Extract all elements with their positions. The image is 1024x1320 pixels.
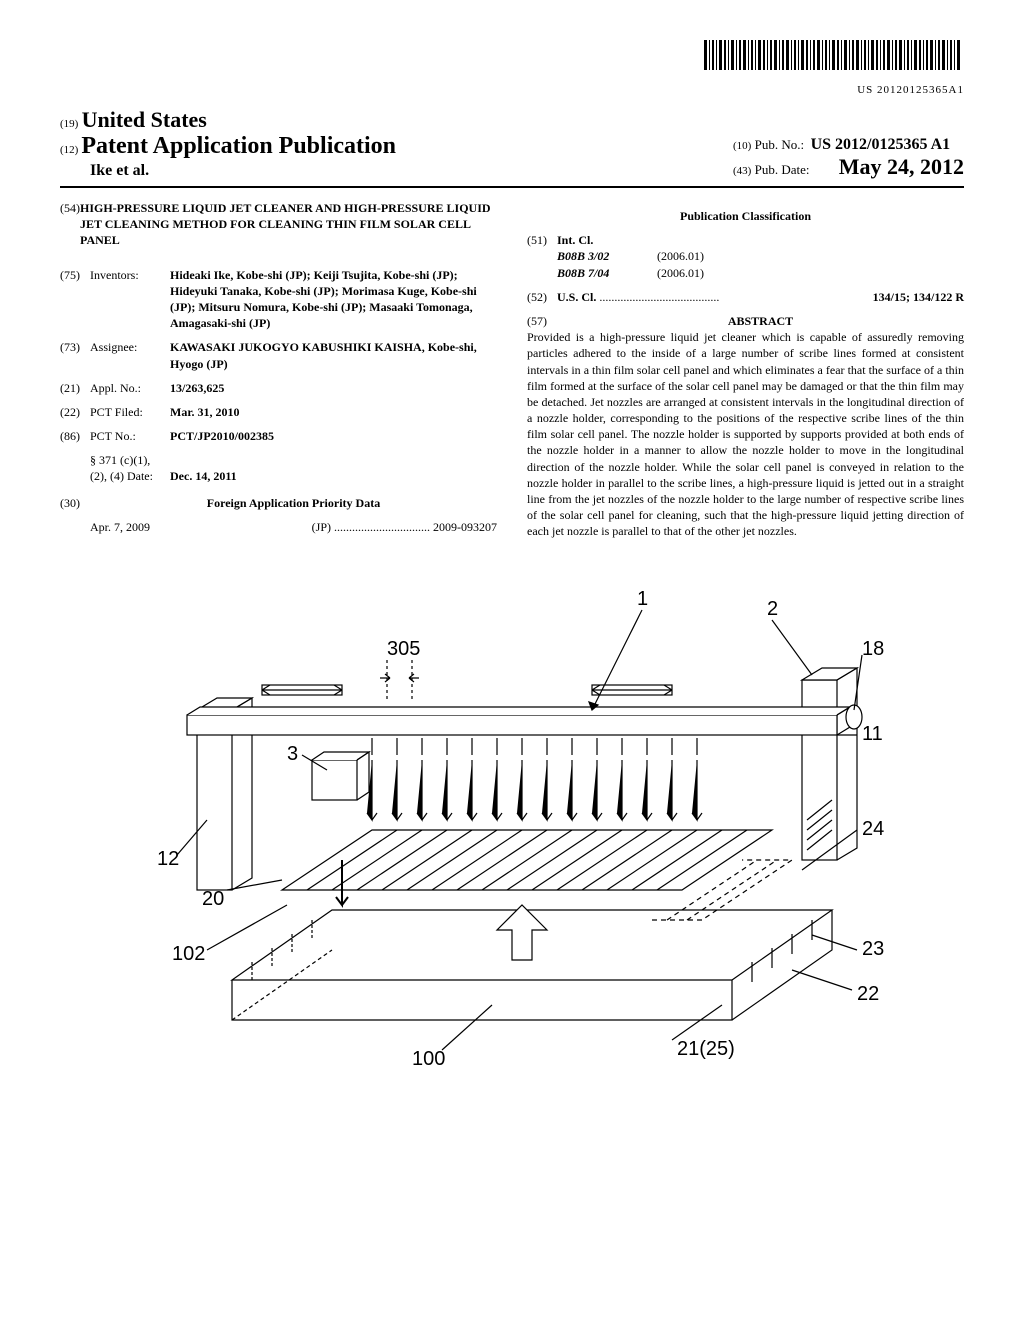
pct-filed-label: PCT Filed:: [90, 404, 170, 420]
dim-305: [380, 660, 419, 700]
appl-no-text: 13/263,625: [170, 380, 497, 396]
s371-block: § 371 (c)(1), (2), (4) Date: Dec. 14, 20…: [90, 452, 497, 484]
barcode-region: US 20120125365A1: [60, 40, 964, 97]
assignee-label: Assignee:: [90, 339, 170, 371]
country: United States: [82, 107, 207, 132]
priority-heading: Foreign Application Priority Data: [90, 495, 497, 511]
pct-no-text: PCT/JP2010/002385: [170, 428, 497, 444]
header-authors: Ike et al.: [90, 162, 396, 180]
assignee-field: (73) Assignee: KAWASAKI JUKOGYO KABUSHIK…: [60, 339, 497, 371]
inventors-label: Inventors:: [90, 267, 170, 332]
fig-label-12: 12: [157, 848, 179, 870]
priority-line: Apr. 7, 2009 (JP) ......................…: [90, 519, 497, 535]
fig-label-22: 22: [857, 983, 879, 1005]
body-columns: (54) HIGH-PRESSURE LIQUID JET CLEANER AN…: [60, 200, 964, 540]
figure-labels: 305 1 2 18 3 11 12 20 102 100 24 23 22 2…: [157, 588, 884, 1070]
pct-filed-text: Mar. 31, 2010: [170, 404, 497, 420]
s371-label2: (2), (4) Date:: [90, 468, 170, 484]
appl-no-num: (21): [60, 380, 90, 396]
header-left: (19) United States (12) Patent Applicati…: [60, 107, 396, 180]
pct-filed-field: (22) PCT Filed: Mar. 31, 2010: [60, 404, 497, 420]
int-cl-label: Int. Cl.: [557, 233, 593, 247]
priority-block: (30) Foreign Application Priority Data A…: [60, 495, 497, 535]
right-column: Publication Classification (51) Int. Cl.…: [527, 200, 964, 540]
priority-country: (JP): [312, 520, 331, 534]
pct-filed-num: (22): [60, 404, 90, 420]
inventors-num: (75): [60, 267, 90, 332]
fig-label-20: 20: [202, 888, 224, 910]
int-cl-year-1: (2006.01): [657, 265, 704, 281]
s371-text: Dec. 14, 2011: [170, 468, 237, 484]
fig-label-102: 102: [172, 943, 205, 965]
inventors-text: Hideaki Ike, Kobe-shi (JP); Keiji Tsujit…: [170, 267, 497, 332]
us-cl-codes: 134/15; 134/122 R: [873, 290, 964, 304]
barcode-number: US 20120125365A1: [704, 84, 964, 96]
pub-no-label: Pub. No.:: [755, 137, 804, 152]
priority-num: (30): [60, 495, 90, 511]
priority-dots: ................................: [334, 520, 430, 534]
int-cl-num: (51): [527, 232, 557, 281]
appl-no-label: Appl. No.:: [90, 380, 170, 396]
fig-label-305: 305: [387, 638, 420, 660]
int-cl-field: (51) Int. Cl. B08B 3/02 (2006.01) B08B 7…: [527, 232, 964, 281]
fig-label-24: 24: [862, 818, 884, 840]
header-right: (10) Pub. No.: US 2012/0125365 A1 (43) P…: [733, 136, 964, 180]
doc-type: Patent Application Publication: [81, 133, 396, 159]
us-cl-num: (52): [527, 289, 557, 305]
priority-date: Apr. 7, 2009: [90, 519, 150, 535]
pub-date-prefix: (43): [733, 165, 751, 177]
fig-label-21: 21(25): [677, 1038, 735, 1060]
appl-no-field: (21) Appl. No.: 13/263,625: [60, 380, 497, 396]
title-field: (54) HIGH-PRESSURE LIQUID JET CLEANER AN…: [60, 200, 497, 259]
header: (19) United States (12) Patent Applicati…: [60, 107, 964, 180]
patent-figure-svg: 305 1 2 18 3 11 12 20 102 100 24 23 22 2…: [112, 560, 912, 1080]
us-cl-label: U.S. Cl.: [557, 290, 596, 304]
us-cl-field: (52) U.S. Cl. ..........................…: [527, 289, 964, 305]
fig-label-1: 1: [637, 588, 648, 610]
pct-no-label: PCT No.:: [90, 428, 170, 444]
assignee-text: KAWASAKI JUKOGYO KABUSHIKI KAISHA, Kobe-…: [170, 339, 497, 371]
fig-label-100: 100: [412, 1048, 445, 1070]
nozzles: [367, 738, 702, 820]
int-cl-code-1: B08B 7/04: [557, 265, 657, 281]
fig-label-11: 11: [862, 723, 883, 745]
left-column: (54) HIGH-PRESSURE LIQUID JET CLEANER AN…: [60, 200, 497, 540]
country-prefix: (19): [60, 118, 78, 130]
pub-date: May 24, 2012: [839, 154, 964, 179]
int-cl-row-0: B08B 3/02 (2006.01): [557, 248, 964, 264]
assignee-num: (73): [60, 339, 90, 371]
pub-no-prefix: (10): [733, 140, 751, 152]
s371-label1: § 371 (c)(1),: [90, 452, 497, 468]
priority-number: 2009-093207: [433, 520, 497, 534]
pub-no: US 2012/0125365 A1: [811, 136, 951, 153]
abstract-num: (57): [527, 313, 557, 329]
inventors-field: (75) Inventors: Hideaki Ike, Kobe-shi (J…: [60, 267, 497, 332]
fig-label-23: 23: [862, 938, 884, 960]
classification-heading: Publication Classification: [527, 208, 964, 224]
pub-date-label: Pub. Date:: [755, 162, 810, 177]
barcode: US 20120125365A1: [704, 40, 964, 96]
title-text: HIGH-PRESSURE LIQUID JET CLEANER AND HIG…: [80, 200, 497, 249]
title-num: (54): [60, 200, 80, 259]
fig-label-18: 18: [862, 638, 884, 660]
pct-no-num: (86): [60, 428, 90, 444]
horiz-arrows: [262, 685, 672, 695]
abstract-header: (57) ABSTRACT: [527, 313, 964, 329]
us-cl-dots: ........................................: [599, 290, 719, 304]
divider: [60, 186, 964, 188]
abstract-heading: ABSTRACT: [557, 313, 964, 329]
fig-label-2: 2: [767, 598, 778, 620]
doc-type-prefix: (12): [60, 144, 78, 156]
int-cl-year-0: (2006.01): [657, 248, 704, 264]
pct-no-field: (86) PCT No.: PCT/JP2010/002385: [60, 428, 497, 444]
figure: 305 1 2 18 3 11 12 20 102 100 24 23 22 2…: [60, 560, 964, 1084]
fig-label-3: 3: [287, 743, 298, 765]
int-cl-code-0: B08B 3/02: [557, 248, 657, 264]
abstract-text: Provided is a high-pressure liquid jet c…: [527, 329, 964, 539]
int-cl-row-1: B08B 7/04 (2006.01): [557, 265, 964, 281]
